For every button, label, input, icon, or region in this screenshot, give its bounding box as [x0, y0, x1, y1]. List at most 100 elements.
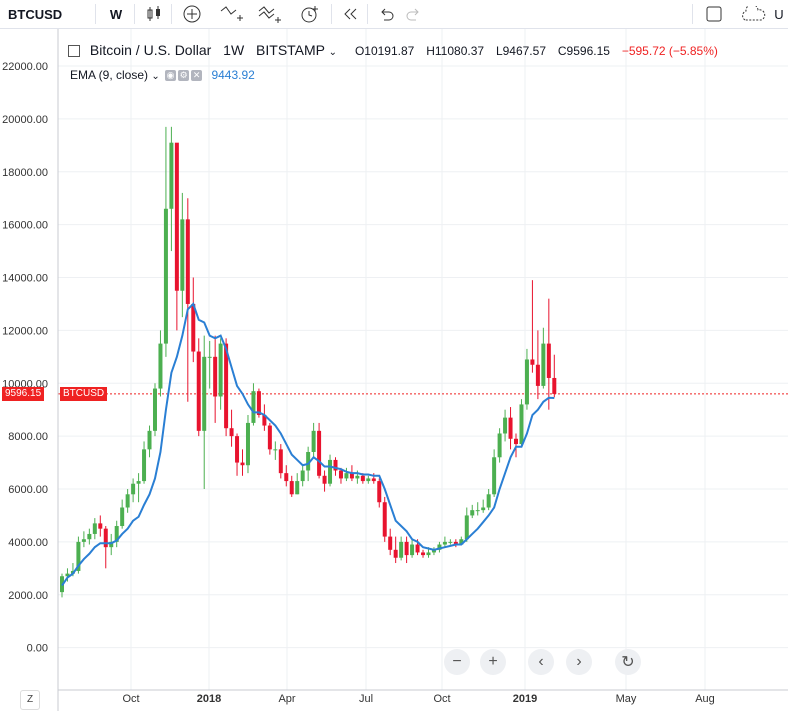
- candle-body: [120, 507, 125, 527]
- ohlc-change: −595.72 (−5.85%): [621, 44, 718, 58]
- candle-body: [169, 142, 174, 209]
- candle-body: [464, 515, 469, 540]
- candle-body: [322, 475, 327, 484]
- redo-icon[interactable]: [402, 0, 426, 28]
- candle-body: [174, 142, 179, 291]
- candle-body: [191, 303, 196, 352]
- indicators-icon[interactable]: [218, 0, 246, 28]
- candle-body: [114, 526, 119, 542]
- last-price-tag: 9596.15: [2, 386, 45, 401]
- replay-icon[interactable]: [338, 0, 362, 28]
- candle-body: [404, 541, 409, 556]
- candle-body: [185, 219, 190, 304]
- candle-body: [224, 343, 229, 429]
- ohlc-high: H11080.37: [426, 44, 485, 58]
- candle-body: [229, 428, 234, 437]
- candle-body: [98, 523, 103, 529]
- candle-body: [136, 481, 141, 484]
- candle-body: [382, 502, 387, 537]
- y-tick-label: 8000.00: [8, 431, 48, 443]
- y-tick-label: 22000.00: [2, 61, 48, 73]
- symbol-title: Bitcoin / U.S. Dollar: [89, 42, 212, 58]
- chevron-down-icon[interactable]: ⌄: [151, 71, 160, 82]
- ema-legend: EMA (9, close) ⌄ ◉ ⚙ ✕ 9443.92: [70, 68, 255, 82]
- candle-body: [267, 425, 272, 450]
- x-tick-label: Apr: [278, 693, 295, 705]
- candle-body: [535, 364, 540, 386]
- top-toolbar: BTCUSD W U: [0, 0, 788, 29]
- ema-label: EMA (9, close): [70, 68, 149, 82]
- y-tick-label: 0.00: [27, 643, 48, 655]
- y-tick-label: 20000.00: [2, 114, 48, 126]
- candle-body: [388, 536, 393, 550]
- candle-body: [87, 533, 92, 540]
- candle-body: [519, 404, 524, 445]
- candle-body: [125, 494, 130, 508]
- ohlc-low: L9467.57: [495, 44, 546, 58]
- candle-body: [131, 483, 136, 495]
- snapshot-cloud-icon[interactable]: [738, 0, 768, 28]
- candle-body: [207, 356, 212, 358]
- candle-body: [333, 459, 338, 471]
- price-chart[interactable]: 0.002000.004000.006000.008000.0010000.00…: [0, 29, 788, 712]
- chevron-down-icon[interactable]: ⌄: [328, 47, 338, 58]
- candle-body: [393, 549, 398, 558]
- reset-chart-button[interactable]: ↻: [615, 649, 641, 675]
- x-tick-label: May: [616, 693, 637, 705]
- candle-body: [431, 549, 436, 553]
- x-tick-label: 2018: [197, 693, 221, 705]
- symbol-search[interactable]: BTCUSD: [8, 6, 63, 22]
- candle-body: [503, 417, 508, 434]
- user-menu-partial[interactable]: U: [774, 6, 784, 22]
- x-tick-label: Oct: [122, 693, 139, 705]
- candle-body: [317, 430, 322, 476]
- y-tick-label: 18000.00: [2, 167, 48, 179]
- chart-area[interactable]: 0.00 2000.00 4000.00 6000.00 8000.00 10000.00…: [0, 29, 788, 712]
- candle-body: [349, 473, 354, 479]
- candle-body: [235, 436, 240, 463]
- candle-body: [377, 481, 382, 503]
- fullscreen-icon[interactable]: [703, 0, 725, 28]
- eye-icon[interactable]: ◉: [165, 70, 177, 82]
- candle-body: [328, 459, 333, 484]
- candle-body: [306, 451, 311, 471]
- zoom-out-button[interactable]: −: [444, 649, 470, 675]
- candle-body: [355, 475, 360, 479]
- candle-body: [371, 478, 376, 482]
- candle-body: [410, 544, 415, 556]
- alert-clock-icon[interactable]: [296, 0, 324, 28]
- grid: [58, 29, 788, 690]
- x-tick-label: Oct: [433, 693, 450, 705]
- candle-body: [180, 219, 185, 291]
- candles-style-icon[interactable]: [141, 0, 167, 28]
- scroll-left-button[interactable]: ‹: [528, 649, 554, 675]
- zoom-in-button[interactable]: +: [480, 649, 506, 675]
- undo-icon[interactable]: [374, 0, 398, 28]
- candle-body: [514, 438, 519, 445]
- candle-body: [284, 473, 289, 482]
- compare-icon[interactable]: [256, 0, 284, 28]
- candle-body: [459, 539, 464, 545]
- legend-interval: 1W: [223, 42, 245, 58]
- candle-body: [486, 494, 491, 508]
- candle-body: [295, 481, 300, 495]
- collapse-icon[interactable]: [68, 45, 80, 58]
- toolbar-divider: [95, 4, 96, 24]
- gear-icon[interactable]: ⚙: [178, 70, 190, 82]
- candle-body: [448, 541, 453, 543]
- ohlc-close: C9596.15: [557, 44, 610, 58]
- ema-value: 9443.92: [211, 68, 255, 82]
- add-indicator-icon[interactable]: [179, 0, 205, 28]
- candle-body: [508, 417, 513, 439]
- candle-body: [163, 208, 168, 344]
- candle-body: [437, 544, 442, 550]
- scroll-right-button[interactable]: ›: [566, 649, 592, 675]
- close-icon[interactable]: ✕: [191, 70, 203, 82]
- x-tick-label: Aug: [695, 693, 715, 705]
- candle-body: [251, 391, 256, 423]
- interval-button[interactable]: W: [109, 6, 123, 22]
- y-tick-label: 4000.00: [8, 537, 48, 549]
- z-button[interactable]: Z: [20, 690, 40, 710]
- candle-body: [81, 539, 86, 542]
- toolbar-divider: [367, 4, 368, 24]
